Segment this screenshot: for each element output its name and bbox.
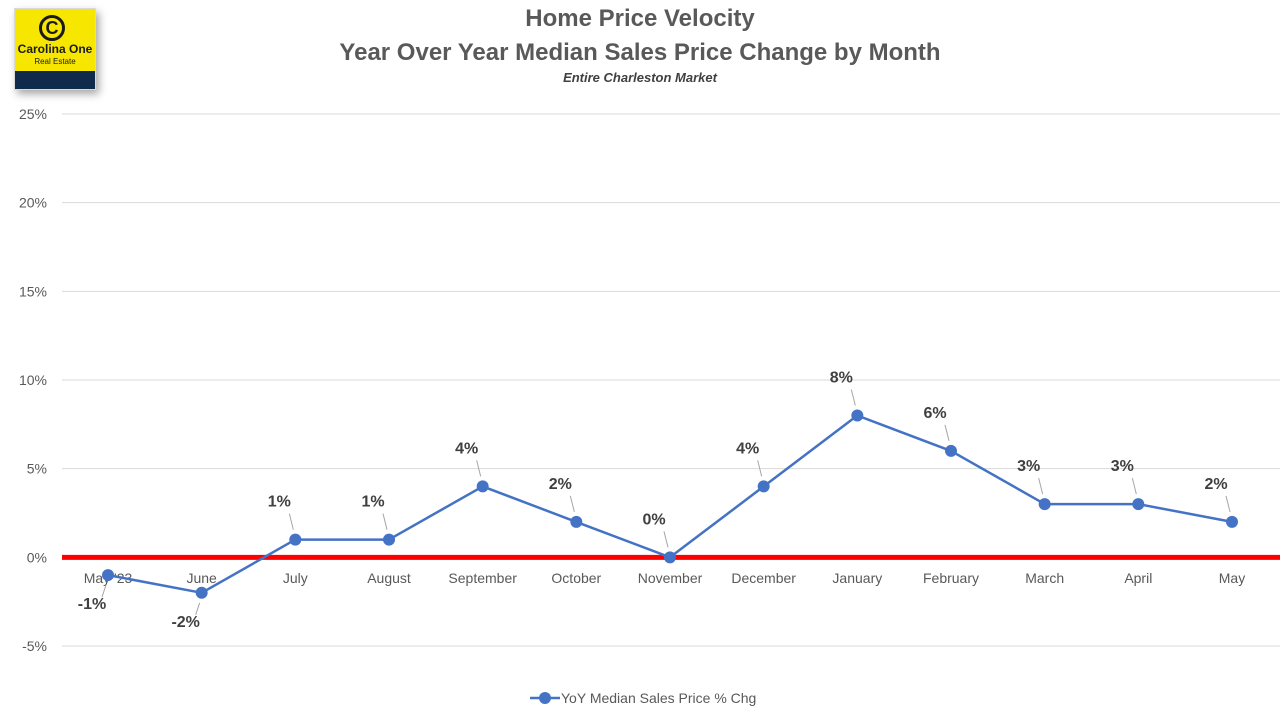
data-label: 2% bbox=[1204, 476, 1227, 493]
chart-title-line-2: Year Over Year Median Sales Price Change… bbox=[339, 39, 940, 66]
label-leader bbox=[1038, 478, 1044, 495]
company-logo: C Carolina One Real Estate bbox=[14, 8, 96, 90]
x-tick-label: October bbox=[551, 570, 601, 586]
y-tick-label: 10% bbox=[19, 372, 47, 388]
data-point bbox=[1038, 498, 1051, 511]
data-point bbox=[195, 586, 208, 599]
y-axis: 25% 20% 15% 10% 5% 0% -5% bbox=[19, 106, 47, 654]
data-point bbox=[289, 533, 302, 546]
data-point bbox=[757, 480, 770, 493]
x-tick-label: August bbox=[367, 570, 411, 586]
label-leader bbox=[1225, 495, 1231, 512]
legend-marker bbox=[539, 692, 551, 704]
gridlines bbox=[62, 113, 1280, 647]
data-point bbox=[664, 551, 676, 564]
data-point bbox=[476, 480, 489, 493]
series-yoy bbox=[102, 409, 1238, 599]
data-point bbox=[102, 569, 114, 582]
data-label: 3% bbox=[1111, 458, 1134, 475]
data-label: 4% bbox=[736, 440, 759, 457]
x-tick-label: June bbox=[186, 570, 217, 586]
logo-band bbox=[15, 71, 95, 89]
label-leader bbox=[850, 389, 856, 406]
label-leader bbox=[944, 424, 950, 442]
legend: YoY Median Sales Price % Chg bbox=[530, 690, 756, 706]
data-label: 6% bbox=[923, 405, 946, 422]
x-tick-label: January bbox=[832, 570, 882, 586]
data-label: 1% bbox=[268, 494, 291, 511]
y-tick-label: 5% bbox=[27, 461, 47, 477]
label-leader bbox=[288, 513, 294, 530]
data-label: 1% bbox=[361, 494, 384, 511]
logo-subtitle: Real Estate bbox=[34, 57, 76, 66]
data-label: 8% bbox=[830, 369, 853, 386]
y-tick-label: -5% bbox=[22, 638, 47, 654]
legend-label: YoY Median Sales Price % Chg bbox=[561, 690, 756, 706]
y-tick-label: 0% bbox=[27, 549, 47, 565]
x-tick-label: September bbox=[448, 570, 517, 586]
x-tick-label: April bbox=[1124, 570, 1152, 586]
y-tick-label: 25% bbox=[19, 106, 47, 122]
data-point bbox=[570, 515, 583, 528]
data-point bbox=[1132, 498, 1145, 511]
label-leader bbox=[476, 460, 482, 477]
x-axis: May '23 June July August September October Nov… bbox=[84, 570, 1246, 586]
logo-name: Carolina One bbox=[17, 42, 93, 56]
x-tick-label: March bbox=[1025, 570, 1064, 586]
chart-title: Home Price Velocity bbox=[525, 5, 755, 32]
label-leader bbox=[757, 460, 763, 477]
label-leader bbox=[569, 495, 575, 512]
data-label: 0% bbox=[642, 511, 665, 528]
data-label: 2% bbox=[549, 476, 572, 493]
x-tick-label: July bbox=[283, 570, 308, 586]
label-leader bbox=[663, 531, 669, 548]
x-tick-label: May bbox=[1219, 570, 1245, 586]
y-tick-label: 20% bbox=[19, 195, 47, 211]
data-point bbox=[945, 444, 957, 457]
chart-subtitle: Entire Charleston Market bbox=[563, 70, 718, 85]
data-labels: -1% -2% 1% 1% 4% 2% 0% 4% 8% 6% 3% 3% 2% bbox=[78, 369, 1231, 631]
x-tick-label: February bbox=[923, 570, 979, 586]
x-tick-label: November bbox=[638, 570, 703, 586]
label-leader bbox=[195, 602, 201, 615]
label-leader bbox=[382, 513, 388, 530]
data-label: -1% bbox=[78, 596, 106, 613]
label-leader bbox=[101, 584, 107, 598]
data-point bbox=[1226, 515, 1238, 528]
data-label: 3% bbox=[1017, 458, 1040, 475]
x-tick-label: December bbox=[731, 570, 796, 586]
y-tick-label: 15% bbox=[19, 283, 47, 299]
data-label: -2% bbox=[171, 614, 199, 631]
logo-mark-icon: C bbox=[39, 15, 65, 41]
label-leader bbox=[1131, 478, 1137, 495]
data-point bbox=[383, 533, 395, 546]
data-point bbox=[851, 409, 864, 422]
data-label: 4% bbox=[455, 440, 478, 457]
